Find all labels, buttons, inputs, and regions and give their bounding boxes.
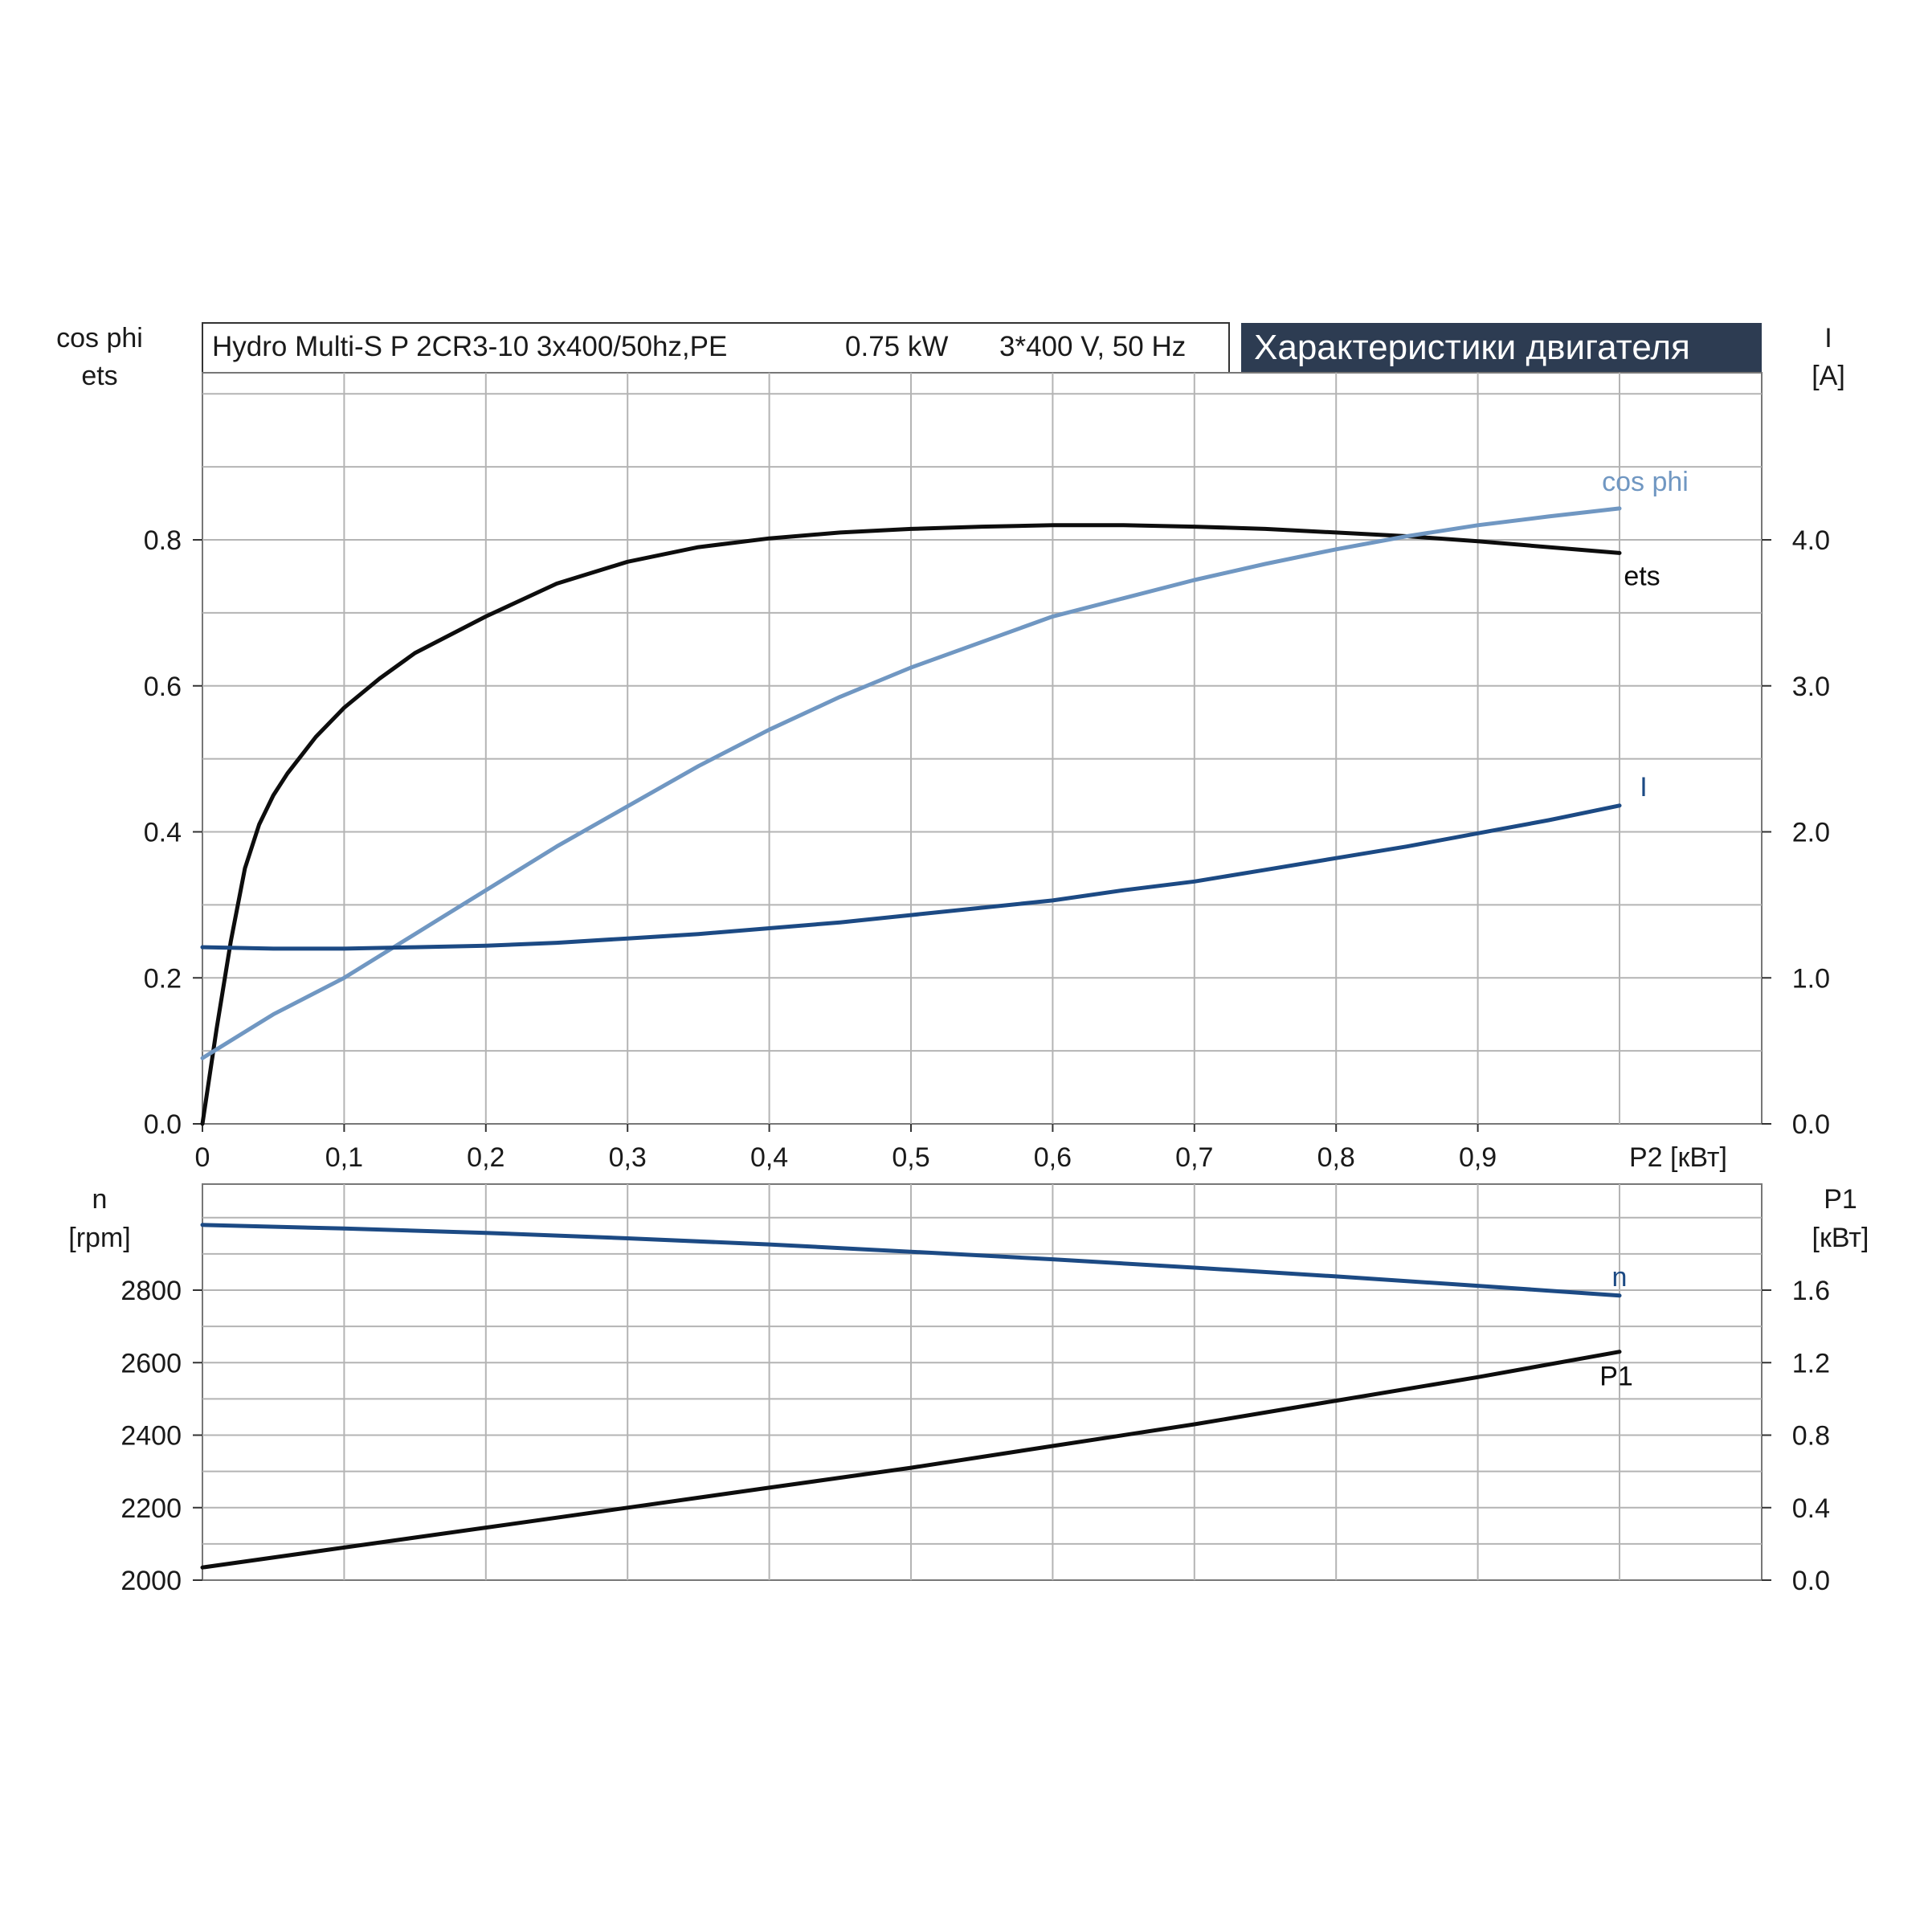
- bottom-left-axis-title-line1: n: [92, 1184, 108, 1215]
- top-right-axis-title-line1: I: [1824, 323, 1832, 353]
- series-line-i: [200, 803, 1622, 951]
- left-tick-label: 0.0: [144, 1109, 182, 1140]
- bottom-left-axis-title-line2: [rpm]: [68, 1223, 130, 1253]
- plot-frame: [202, 1183, 1763, 1581]
- left-tick-label: 2600: [120, 1348, 182, 1379]
- series-label-n: n: [1612, 1262, 1628, 1293]
- bottom-panel: 2000 2200 2400 2600 2800 0.0 0.4 0.8 1.2 1.6 n P1: [120, 1183, 1830, 1596]
- x-tick-label: 0,1: [325, 1142, 363, 1173]
- series-line-p1: [200, 1350, 1622, 1570]
- right-tick-label: 0.4: [1792, 1493, 1830, 1524]
- x-axis-unit-label: P2 [кВт]: [1629, 1142, 1727, 1173]
- x-tick-label: 0: [195, 1142, 210, 1173]
- series-line-cos-phi: [200, 506, 1622, 1060]
- supply-voltage: 3*400 V, 50 Hz: [999, 331, 1186, 362]
- right-tick-label: 1.6: [1792, 1276, 1830, 1306]
- series-label-cos-phi: cos phi: [1602, 467, 1689, 497]
- x-tick-label: 0,8: [1317, 1142, 1355, 1173]
- product-info-box: [202, 322, 1230, 374]
- top-left-axis-title-line1: cos phi: [56, 323, 143, 353]
- plot-frame: [202, 372, 1763, 1125]
- x-tick-label: 0,4: [750, 1142, 788, 1173]
- left-tick-label: 0.8: [144, 525, 182, 556]
- chart-title: Характеристики двигателя: [1254, 328, 1690, 367]
- axis-titles: cos phi ets I [A] n [rpm] P1 [кВт] P2 [к…: [56, 323, 1869, 1253]
- x-tick-label: 0,3: [609, 1142, 647, 1173]
- right-tick-label: 1.0: [1792, 963, 1830, 994]
- right-tick-label: 0.0: [1792, 1566, 1830, 1596]
- right-tick-label: 0.0: [1792, 1109, 1830, 1140]
- series-label-i: I: [1640, 772, 1647, 803]
- series-line-ets: [200, 523, 1622, 1126]
- right-tick-label: 2.0: [1792, 818, 1830, 848]
- x-tick-label: 0,6: [1034, 1142, 1072, 1173]
- x-tick-label: 0,2: [467, 1142, 504, 1173]
- right-tick-label: 4.0: [1792, 525, 1830, 556]
- x-tick-label: 0,9: [1459, 1142, 1497, 1173]
- left-tick-label: 2000: [120, 1566, 182, 1596]
- right-tick-label: 3.0: [1792, 672, 1830, 702]
- rated-power: 0.75 kW: [845, 331, 948, 362]
- series-label-ets: ets: [1624, 561, 1660, 591]
- right-tick-label: 0.8: [1792, 1421, 1830, 1452]
- left-tick-label: 0.6: [144, 672, 182, 702]
- chart-header: Hydro Multi-S P 2CR3-10 3x400/50hz,PE 0.…: [202, 322, 1762, 374]
- bottom-right-axis-title-line1: P1: [1824, 1184, 1857, 1215]
- series-line-n: [200, 1223, 1622, 1298]
- left-tick-label: 2400: [120, 1421, 182, 1452]
- top-panel: 0.0 0.2 0.4 0.6 0.8 0.0 1.0 2.0 3.0 4.0 0 0,1 0,2 0,3…: [144, 372, 1830, 1173]
- left-tick-label: 0.2: [144, 963, 182, 994]
- x-tick-label: 0,7: [1175, 1142, 1213, 1173]
- top-right-axis-title-line2: [A]: [1812, 361, 1845, 391]
- right-tick-label: 1.2: [1792, 1348, 1830, 1379]
- left-tick-label: 2800: [120, 1276, 182, 1306]
- left-tick-label: 2200: [120, 1493, 182, 1524]
- bottom-right-axis-title-line2: [кВт]: [1812, 1223, 1869, 1253]
- product-name: Hydro Multi-S P 2CR3-10 3x400/50hz,PE: [212, 331, 727, 362]
- series-label-p1: P1: [1599, 1362, 1633, 1392]
- chart-title-box: [1241, 323, 1762, 373]
- top-left-axis-title-line2: ets: [81, 361, 117, 391]
- left-tick-label: 0.4: [144, 818, 182, 848]
- x-tick-label: 0,5: [892, 1142, 929, 1173]
